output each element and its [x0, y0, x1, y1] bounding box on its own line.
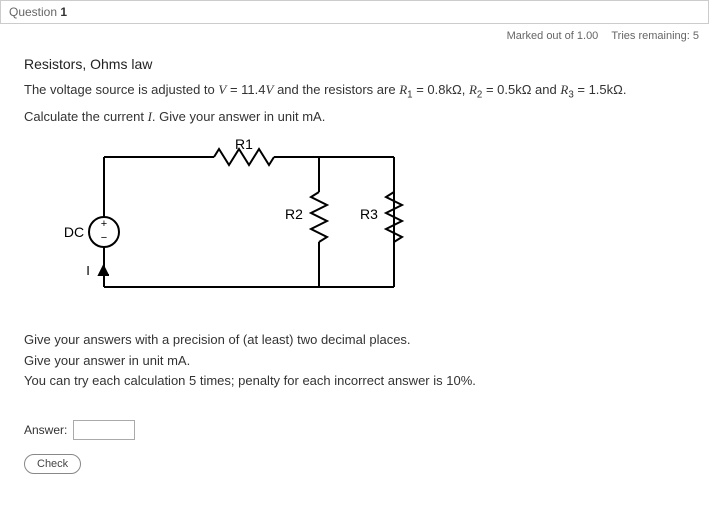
question-number: 1 — [60, 5, 67, 19]
circuit-diagram: + − R1 R2 R3 DC I — [44, 137, 685, 320]
text: . Give your answer in unit mA. — [152, 109, 325, 124]
tries-remaining-text: Tries remaining: 5 — [611, 30, 699, 42]
answer-input[interactable] — [73, 420, 135, 440]
text: Calculate the current — [24, 109, 148, 124]
R2-symbol: R — [469, 82, 477, 97]
answer-row: Answer: — [24, 420, 685, 440]
R2-value: = 0.5kΩ and — [482, 82, 560, 97]
prompt-line-1: The voltage source is adjusted to V = 11… — [24, 80, 685, 103]
instructions: Give your answers with a precision of (a… — [24, 330, 685, 392]
R1-label: R1 — [235, 137, 253, 152]
DC-label: DC — [64, 224, 84, 240]
text: The voltage source is adjusted to — [24, 82, 218, 97]
question-title: Resistors, Ohms law — [24, 56, 685, 72]
marked-out-text: Marked out of 1.00 — [507, 30, 599, 42]
question-header: Question 1 — [0, 0, 709, 24]
svg-text:−: − — [101, 232, 107, 244]
instruction-unit: Give your answer in unit mA. — [24, 351, 685, 372]
text: and the resistors are — [273, 82, 399, 97]
question-label: Question — [9, 5, 57, 19]
R2-label: R2 — [285, 206, 303, 222]
prompt-line-2: Calculate the current I. Give your answe… — [24, 107, 685, 127]
V-value: 11.4 — [241, 82, 265, 97]
svg-text:+: + — [101, 218, 107, 230]
instruction-tries: You can try each calculation 5 times; pe… — [24, 371, 685, 392]
question-content: Resistors, Ohms law The voltage source i… — [0, 48, 709, 494]
R3-label: R3 — [360, 206, 378, 222]
check-button[interactable]: Check — [24, 454, 81, 474]
R3-value: = 1.5kΩ. — [574, 82, 627, 97]
question-meta: Marked out of 1.00 Tries remaining: 5 — [0, 24, 709, 48]
R1-value: = 0.8kΩ, — [413, 82, 469, 97]
instruction-precision: Give your answers with a precision of (a… — [24, 330, 685, 351]
answer-label: Answer: — [24, 423, 67, 437]
I-label: I — [86, 263, 90, 278]
circuit-svg: + − R1 R2 R3 DC I — [44, 137, 424, 317]
text: = — [226, 82, 241, 97]
R1-symbol: R — [399, 82, 407, 97]
